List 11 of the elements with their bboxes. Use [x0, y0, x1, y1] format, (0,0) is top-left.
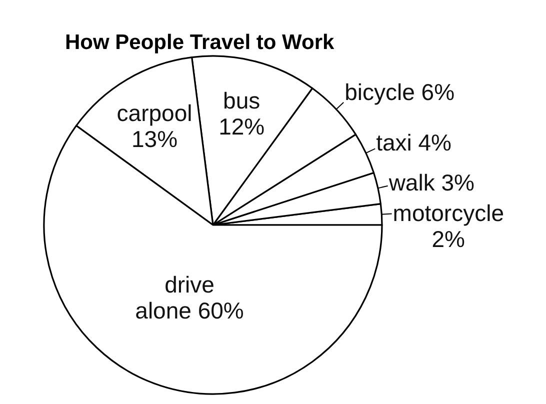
slice-label: walk 3% [388, 170, 474, 196]
data-label: 2% [432, 226, 466, 252]
slice-label: taxi 4% [376, 129, 452, 156]
slice-label: bicycle 6% [344, 79, 455, 106]
slice-label: carpool [116, 100, 192, 126]
slice-label: motorcycle [392, 200, 504, 226]
chart-title: How People Travel to Work [65, 31, 334, 54]
data-label: 12% [218, 114, 265, 140]
data-label: 13% [131, 126, 178, 152]
slice-label: drive alone 60% [135, 271, 244, 324]
slice-label: bus [223, 88, 260, 114]
